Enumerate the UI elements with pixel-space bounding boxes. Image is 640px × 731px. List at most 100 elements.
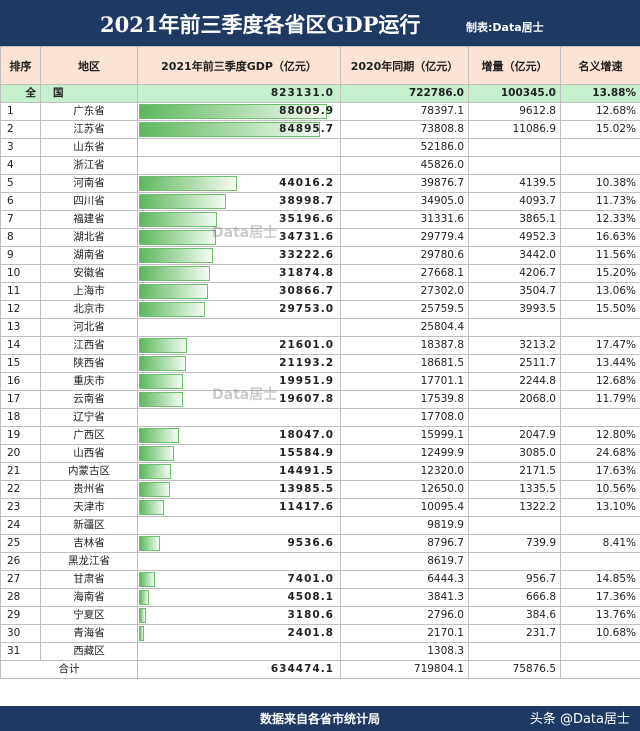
gdp-2020-cell: 1308.3 xyxy=(340,642,469,661)
table-row: 7 福建省 35196.6 31331.6 3865.1 12.33% xyxy=(0,210,640,229)
increase-cell: 4206.7 xyxy=(468,264,561,283)
gdp-2020-cell: 27668.1 xyxy=(340,264,469,283)
region-cell: 贵州省 xyxy=(40,480,138,499)
gdp-2020-cell: 73808.8 xyxy=(340,120,469,139)
national-total-label-left: 全 xyxy=(0,84,41,103)
gdp-2021-value: 3180.6 xyxy=(287,609,334,621)
national-total-label-right: 国 xyxy=(40,84,138,103)
region-cell: 辽宁省 xyxy=(40,408,138,427)
national-total-increase: 100345.0 xyxy=(468,84,561,103)
region-cell: 广西区 xyxy=(40,426,138,445)
increase-cell: 11086.9 xyxy=(468,120,561,139)
rank-cell: 17 xyxy=(0,390,41,409)
growth-cell: 11.79% xyxy=(560,390,640,409)
increase-cell: 739.9 xyxy=(468,534,561,553)
rank-cell: 19 xyxy=(0,426,41,445)
gdp-2020-cell: 17701.1 xyxy=(340,372,469,391)
gdp-2020-cell: 3841.3 xyxy=(340,588,469,607)
gdp-2021-cell: 33222.6 xyxy=(137,246,341,265)
growth-cell: 17.47% xyxy=(560,336,640,355)
sum-gdp-2021: 634474.1 xyxy=(137,660,341,679)
sum-gdp-2020: 719804.1 xyxy=(340,660,469,679)
gdp-2021-cell: 31874.8 xyxy=(137,264,341,283)
increase-cell xyxy=(468,552,561,571)
growth-cell: 10.68% xyxy=(560,624,640,643)
table-maker: 制表:Data居士 xyxy=(466,21,544,34)
gdp-2020-cell: 45826.0 xyxy=(340,156,469,175)
increase-cell: 3213.2 xyxy=(468,336,561,355)
region-cell: 山东省 xyxy=(40,138,138,157)
gdp-2021-cell: 4508.1 xyxy=(137,588,341,607)
growth-cell xyxy=(560,156,640,175)
rank-cell: 2 xyxy=(0,120,41,139)
increase-cell xyxy=(468,408,561,427)
gdp-2020-cell: 31331.6 xyxy=(340,210,469,229)
gdp-data-bar xyxy=(139,248,213,263)
rank-cell: 28 xyxy=(0,588,41,607)
region-cell: 广东省 xyxy=(40,102,138,121)
table-row: 14 江西省 21601.0 18387.8 3213.2 17.47% xyxy=(0,336,640,355)
growth-cell xyxy=(560,138,640,157)
rank-cell: 24 xyxy=(0,516,41,535)
gdp-2021-value: 29753.0 xyxy=(279,303,334,315)
gdp-2020-cell: 78397.1 xyxy=(340,102,469,121)
gdp-2021-cell: 3180.6 xyxy=(137,606,341,625)
col-header-region: 地区 xyxy=(40,46,138,85)
increase-cell: 3085.0 xyxy=(468,444,561,463)
rank-cell: 27 xyxy=(0,570,41,589)
increase-cell: 1322.2 xyxy=(468,498,561,517)
gdp-2021-cell: 15584.9 xyxy=(137,444,341,463)
table-row: 17 云南省 19607.8 17539.8 2068.0 11.79% xyxy=(0,390,640,409)
increase-cell: 2171.5 xyxy=(468,462,561,481)
gdp-2020-cell: 18681.5 xyxy=(340,354,469,373)
sum-row: 合计 634474.1 719804.1 75876.5 xyxy=(0,660,640,679)
gdp-2021-value: 18047.0 xyxy=(279,429,334,441)
gdp-2020-cell: 52186.0 xyxy=(340,138,469,157)
rank-cell: 26 xyxy=(0,552,41,571)
region-cell: 湖南省 xyxy=(40,246,138,265)
gdp-data-bar xyxy=(139,338,187,353)
rank-cell: 15 xyxy=(0,354,41,373)
gdp-2020-cell: 12499.9 xyxy=(340,444,469,463)
table-row: 15 陕西省 21193.2 18681.5 2511.7 13.44% xyxy=(0,354,640,373)
gdp-2021-value: 13985.5 xyxy=(279,483,334,495)
region-cell: 山西省 xyxy=(40,444,138,463)
region-cell: 上海市 xyxy=(40,282,138,301)
growth-cell: 17.63% xyxy=(560,462,640,481)
rank-cell: 29 xyxy=(0,606,41,625)
gdp-2021-cell: 29753.0 xyxy=(137,300,341,319)
growth-cell: 17.36% xyxy=(560,588,640,607)
growth-cell: 15.02% xyxy=(560,120,640,139)
rank-cell: 13 xyxy=(0,318,41,337)
gdp-table: 排序 地区 2021年前三季度GDP（亿元） 2020年同期（亿元） 增量（亿元… xyxy=(0,46,640,679)
rank-cell: 3 xyxy=(0,138,41,157)
region-cell: 内蒙古区 xyxy=(40,462,138,481)
gdp-2021-cell: 18047.0 xyxy=(137,426,341,445)
table-row: 31 西藏区 1308.3 xyxy=(0,642,640,661)
gdp-data-bar xyxy=(139,464,172,479)
increase-cell xyxy=(468,516,561,535)
data-source: 数据来自各省市统计局 xyxy=(259,712,380,726)
author-credit: 头条 @Data居士 xyxy=(529,712,630,727)
growth-cell xyxy=(560,642,640,661)
table-row: 2 江苏省 84895.7 73808.8 11086.9 15.02% xyxy=(0,120,640,139)
region-cell: 北京市 xyxy=(40,300,138,319)
gdp-data-bar xyxy=(139,194,226,209)
rank-cell: 14 xyxy=(0,336,41,355)
gdp-2021-cell: 34731.6 xyxy=(137,228,341,247)
rank-cell: 8 xyxy=(0,228,41,247)
rank-cell: 22 xyxy=(0,480,41,499)
gdp-2021-value: 35196.6 xyxy=(279,213,334,225)
region-cell: 陕西省 xyxy=(40,354,138,373)
gdp-2021-cell: 9536.6 xyxy=(137,534,341,553)
national-total-growth: 13.88% xyxy=(560,84,640,103)
national-total-row: 全 国 823131.0 722786.0 100345.0 13.88% xyxy=(0,84,640,103)
gdp-2021-cell xyxy=(137,642,341,661)
growth-cell: 12.68% xyxy=(560,102,640,121)
region-cell: 湖北省 xyxy=(40,228,138,247)
increase-cell: 3993.5 xyxy=(468,300,561,319)
rank-cell: 6 xyxy=(0,192,41,211)
gdp-2021-value: 33222.6 xyxy=(279,249,334,261)
increase-cell: 231.7 xyxy=(468,624,561,643)
gdp-2021-cell: 19951.9 xyxy=(137,372,341,391)
